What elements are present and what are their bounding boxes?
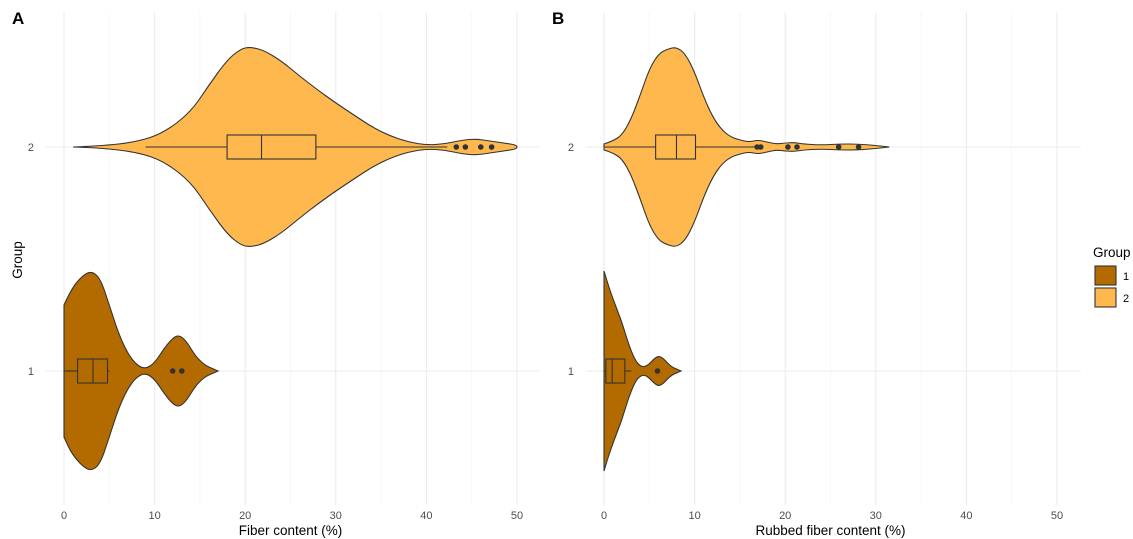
x-tick-label: 50 xyxy=(1051,510,1063,522)
y-axis-title: Group xyxy=(10,241,25,279)
box-group-1 xyxy=(605,358,626,384)
legend: Group 1 2 xyxy=(1093,245,1131,308)
x-tick-label: 30 xyxy=(870,510,882,522)
outlier-point xyxy=(855,144,862,150)
x-tick-label: 10 xyxy=(148,510,160,522)
x-tick-label: 30 xyxy=(330,510,342,522)
outlier-point xyxy=(453,144,460,150)
x-tick-label: 10 xyxy=(688,510,700,522)
legend-key-2 xyxy=(1094,287,1117,308)
violin-group-1 xyxy=(63,271,220,471)
x-tick-label: 20 xyxy=(239,510,251,522)
box-group-2 xyxy=(655,134,697,160)
legend-key-1 xyxy=(1094,265,1117,286)
outlier-point xyxy=(794,144,800,150)
outlier-point xyxy=(757,144,764,150)
outlier-point xyxy=(835,144,842,150)
x-axis-title: Rubbed fiber content (%) xyxy=(755,523,905,538)
panel-tag-a: A xyxy=(12,9,24,28)
outlier-point xyxy=(654,368,661,374)
outlier-point xyxy=(488,144,495,150)
panel-a: A 0 10 20 30 40 50 1 2 Fiber content (%) xyxy=(12,9,540,538)
x-tick-label: 40 xyxy=(960,510,972,522)
y-tick-label: 1 xyxy=(28,366,34,378)
x-tick-label: 50 xyxy=(511,510,523,522)
x-axis-title: Fiber content (%) xyxy=(239,523,343,538)
outlier-point xyxy=(462,144,469,150)
x-tick-label: 20 xyxy=(779,510,791,522)
legend-title: Group xyxy=(1093,245,1131,260)
outlier-point xyxy=(477,144,484,150)
panel-tag-b: B xyxy=(552,9,564,28)
violin-group-1 xyxy=(603,270,683,472)
legend-label-1: 1 xyxy=(1123,271,1129,283)
legend-label-2: 2 xyxy=(1123,293,1129,305)
violin-group-2 xyxy=(73,47,518,247)
outlier-point xyxy=(169,368,176,374)
outlier-point xyxy=(785,144,791,150)
panel-b: B 0 10 20 30 40 50 1 2 Rubbed fiber content (%) xyxy=(552,9,1081,538)
x-tick-label: 40 xyxy=(420,510,432,522)
outlier-point xyxy=(178,368,185,374)
box-group-2 xyxy=(226,134,317,160)
y-tick-label: 1 xyxy=(568,366,574,378)
y-tick-label: 2 xyxy=(28,142,34,154)
x-tick-label: 0 xyxy=(601,510,607,522)
y-tick-label: 2 xyxy=(568,142,574,154)
x-tick-label: 0 xyxy=(61,510,67,522)
